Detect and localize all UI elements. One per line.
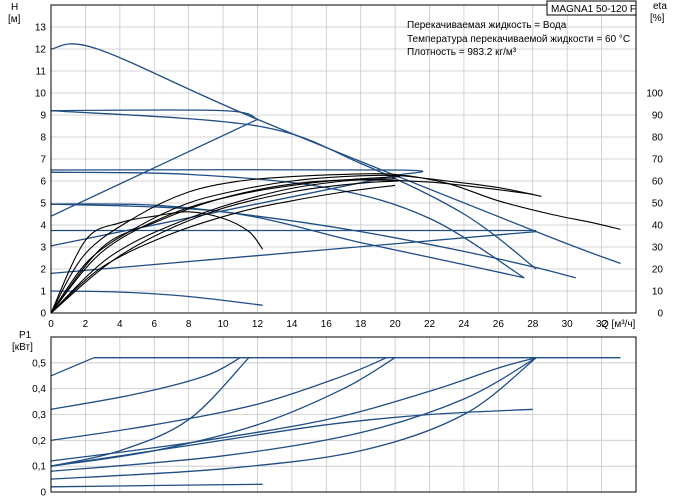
x-tick-label: 22 (424, 319, 436, 330)
head-curve (50, 203, 576, 279)
power-chart-curves (50, 357, 621, 488)
x-tick-label: 4 (117, 319, 123, 330)
y-tick-label: 9 (40, 111, 46, 122)
head-curve (50, 118, 258, 217)
power-curve (50, 357, 537, 472)
model-label: MAGNA1 50-120 F (551, 4, 636, 15)
x-tick-label: 28 (527, 319, 539, 330)
head-chart-curves (50, 43, 621, 314)
power-curve (50, 357, 537, 462)
efficiency-curve (50, 178, 396, 314)
eta-tick-label: 0 (657, 309, 663, 320)
x-tick-label: 20 (390, 319, 402, 330)
head-curve (50, 171, 525, 279)
y-tick-label: 7 (40, 155, 46, 166)
y-tick-label: 8 (40, 133, 46, 144)
head-curve (50, 290, 263, 306)
head-axis-unit: [м] (8, 14, 21, 25)
eta-tick-label: 40 (652, 221, 664, 232)
x-tick-label: 8 (186, 319, 192, 330)
eta-tick-label: 90 (652, 111, 664, 122)
y-tick-label: 0 (40, 309, 46, 320)
power-curve (50, 357, 95, 377)
flow-axis-title: Q [м³/ч] (601, 319, 636, 330)
efficiency-curve (50, 173, 621, 314)
x-tick-label: 10 (217, 319, 229, 330)
density-info: Плотность = 983.2 кг/м³ (407, 47, 517, 58)
y-tick-label: 4 (40, 221, 46, 232)
x-tick-label: 26 (493, 319, 505, 330)
x-tick-label: 6 (151, 319, 157, 330)
power-curve (50, 483, 263, 488)
x-tick-label: 14 (286, 319, 298, 330)
head-curve (50, 109, 537, 270)
power-curve (50, 408, 533, 467)
y-tick-label: 0,5 (32, 358, 46, 369)
x-tick-label: 24 (458, 319, 470, 330)
x-tick-label: 16 (321, 319, 333, 330)
eta-axis-unit: [%] (650, 13, 665, 24)
power-chart-frame (50, 336, 637, 493)
power-curve (50, 357, 387, 441)
x-tick-label: 32 (596, 319, 608, 330)
efficiency-curve (50, 174, 542, 314)
y-tick-label: 6 (40, 177, 46, 188)
power-curve (50, 357, 537, 480)
power-curve (50, 357, 396, 467)
x-tick-label: 30 (562, 319, 574, 330)
y-tick-label: 13 (35, 23, 47, 34)
head-curve (50, 203, 525, 279)
efficiency-curve (50, 211, 264, 314)
head-curve (50, 109, 258, 121)
temperature-info: Температура перекачиваемой жидкости = 60… (407, 34, 630, 45)
head-axis-title: H (11, 2, 18, 13)
y-tick-label: 10 (35, 89, 47, 100)
head-curve (50, 43, 621, 265)
x-tick-label: 2 (83, 319, 89, 330)
y-tick-label: 0,3 (32, 410, 46, 421)
y-tick-label: 5 (40, 199, 46, 210)
eta-tick-label: 70 (652, 155, 664, 166)
power-curve (50, 357, 241, 410)
tick-labels: 0 2 4 6 8 10 12 14 16 18 20 22 24 26 28 30 3201234567891… (32, 23, 663, 499)
head-chart-grid (51, 5, 636, 313)
model-label-box (546, 0, 637, 16)
eta-tick-label: 30 (652, 243, 664, 254)
y-tick-label: 11 (36, 67, 47, 78)
y-tick-label: 0,2 (32, 436, 46, 447)
head-chart-frame (50, 4, 637, 314)
y-tick-label: 1 (40, 287, 46, 298)
eta-tick-label: 100 (646, 89, 663, 100)
eta-tick-label: 60 (652, 177, 664, 188)
head-curve (50, 169, 424, 176)
y-tick-label: 0,4 (32, 384, 46, 395)
efficiency-curve (50, 176, 401, 314)
y-tick-label: 0,1 (32, 462, 46, 473)
head-curve (50, 230, 537, 275)
y-tick-label: 0 (40, 488, 46, 499)
y-tick-label: 2 (40, 265, 46, 276)
eta-tick-label: 80 (652, 133, 664, 144)
x-tick-label: 18 (355, 319, 367, 330)
efficiency-curve (50, 180, 399, 314)
x-tick-label: 0 (48, 319, 54, 330)
efficiency-curve (50, 184, 396, 314)
eta-tick-label: 50 (652, 199, 664, 210)
x-tick-label: 12 (252, 319, 264, 330)
efficiency-curve (50, 179, 533, 314)
head-curve (50, 173, 403, 247)
eta-axis-title: eta (653, 1, 667, 12)
eta-tick-label: 10 (652, 287, 664, 298)
power-chart-grid (51, 337, 636, 492)
eta-tick-label: 20 (652, 265, 664, 276)
power-curve (50, 357, 250, 467)
power-axis-title: P1 (19, 330, 32, 341)
liquid-info: Перекачиваемая жидкость = Вода (407, 20, 567, 31)
y-tick-label: 12 (35, 45, 47, 56)
power-axis-unit: [кВт] (12, 342, 33, 353)
y-tick-label: 3 (40, 243, 46, 254)
